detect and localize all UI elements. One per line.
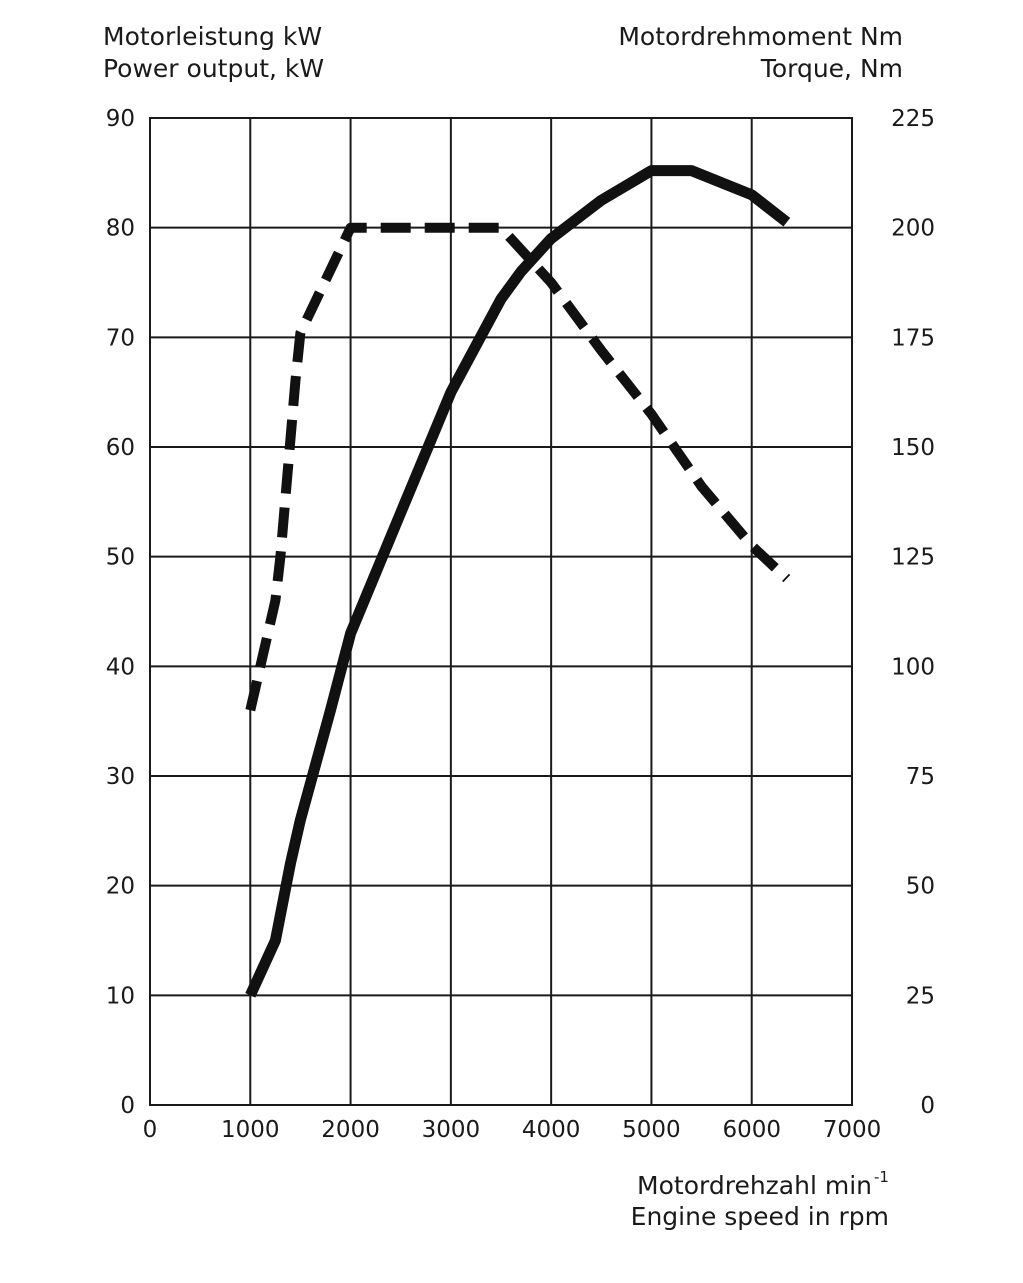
left-tick-label: 50 — [106, 545, 135, 571]
left-axis-ticks: 0 10 20 30 40 50 60 70 80 90 — [106, 106, 135, 1119]
right-tick-label: 175 — [891, 325, 935, 351]
right-axis-label-de: Motordrehmoment Nm — [618, 22, 903, 51]
x-axis-label-superscript: -1 — [874, 1168, 889, 1186]
right-tick-label: 0 — [920, 1093, 935, 1119]
right-tick-label: 225 — [891, 106, 935, 132]
right-tick-label: 25 — [906, 983, 935, 1009]
left-axis-label-en: Power output, kW — [103, 54, 324, 83]
series-layer — [245, 165, 791, 998]
left-tick-label: 20 — [106, 874, 135, 900]
right-axis-label-en: Torque, Nm — [760, 54, 903, 83]
left-tick-label: 10 — [106, 983, 135, 1009]
left-tick-label: 90 — [106, 106, 135, 132]
left-tick-label: 70 — [106, 325, 135, 351]
right-tick-label: 200 — [891, 216, 935, 242]
left-tick-label: 0 — [120, 1093, 135, 1119]
x-tick-label: 7000 — [823, 1117, 882, 1143]
left-tick-label: 30 — [106, 764, 135, 790]
x-tick-label: 0 — [143, 1117, 158, 1143]
grid-lines — [149, 117, 853, 1106]
x-tick-label: 6000 — [722, 1117, 781, 1143]
torque-line — [245, 222, 791, 712]
right-tick-label: 150 — [891, 435, 935, 461]
plot-frame — [149, 117, 853, 1106]
right-tick-label: 75 — [906, 764, 935, 790]
left-axis-label-de: Motorleistung kW — [103, 22, 322, 51]
x-tick-label: 4000 — [522, 1117, 581, 1143]
left-tick-label: 60 — [106, 435, 135, 461]
left-tick-label: 40 — [106, 654, 135, 680]
left-tick-label: 80 — [106, 216, 135, 242]
x-tick-label: 5000 — [622, 1117, 681, 1143]
x-axis-label-de: Motordrehzahl min — [637, 1171, 872, 1200]
x-axis-label-en: Engine speed in rpm — [631, 1202, 889, 1231]
x-tick-label: 1000 — [221, 1117, 280, 1143]
x-tick-label: 2000 — [321, 1117, 380, 1143]
right-axis-ticks: 0 25 50 75 100 125 150 175 200 225 — [891, 106, 935, 1119]
right-tick-label: 100 — [891, 654, 935, 680]
right-tick-label: 50 — [906, 874, 935, 900]
power-output-line — [245, 165, 791, 998]
right-tick-label: 125 — [891, 545, 935, 571]
x-tick-label: 3000 — [422, 1117, 481, 1143]
x-axis-ticks: 0 1000 2000 3000 4000 5000 6000 7000 — [143, 1117, 882, 1143]
